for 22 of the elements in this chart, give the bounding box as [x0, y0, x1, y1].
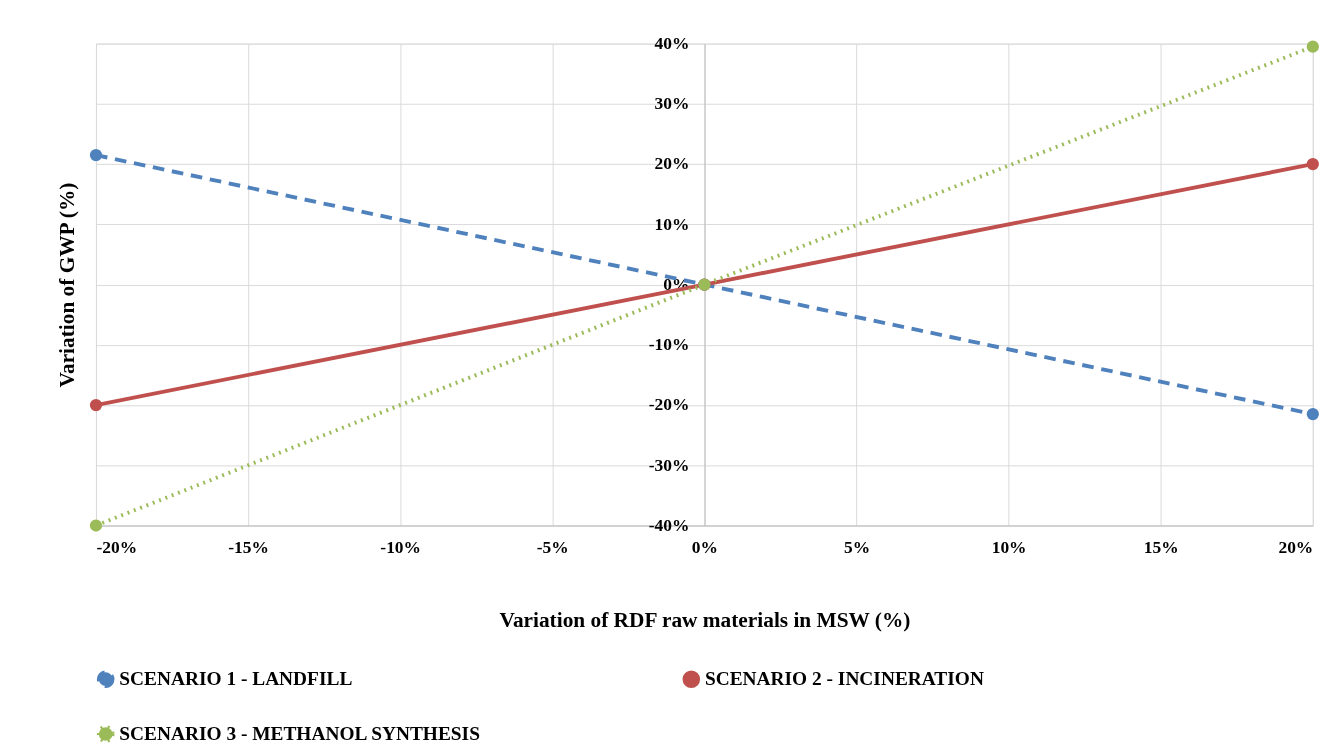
- y-tick-label: -30%: [648, 454, 690, 475]
- x-tick-label: -5%: [536, 537, 569, 558]
- x-tick-label: 10%: [991, 537, 1027, 558]
- x-tick-label: -15%: [228, 537, 269, 558]
- y-tick-label: -40%: [648, 514, 690, 535]
- y-axis-title: Variation of GWP (%): [55, 182, 80, 388]
- y-tick-label: 40%: [654, 32, 690, 53]
- y-tick-label: 20%: [654, 153, 690, 174]
- legend-label: SCENARIO 2 - INCINERATION: [704, 667, 984, 689]
- x-tick-label: -10%: [380, 537, 422, 558]
- y-tick-label: -10%: [648, 334, 690, 355]
- x-tick-label: 0%: [691, 537, 718, 558]
- legend-label: SCENARIO 1 - LANDFILL: [119, 667, 353, 689]
- legend-label: SCENARIO 3 - METHANOL SYNTHESIS: [119, 722, 480, 744]
- x-tick-label: 20%: [1278, 537, 1314, 558]
- y-tick-label: -20%: [648, 394, 690, 415]
- x-tick-label: 15%: [1143, 537, 1179, 558]
- y-tick-label: 10%: [654, 213, 690, 234]
- x-tick-label: 5%: [843, 537, 871, 558]
- y-tick-label: 30%: [654, 93, 690, 114]
- x-axis-title: Variation of RDF raw materials in MSW (%): [499, 607, 911, 632]
- x-tick-label: -20%: [96, 537, 138, 558]
